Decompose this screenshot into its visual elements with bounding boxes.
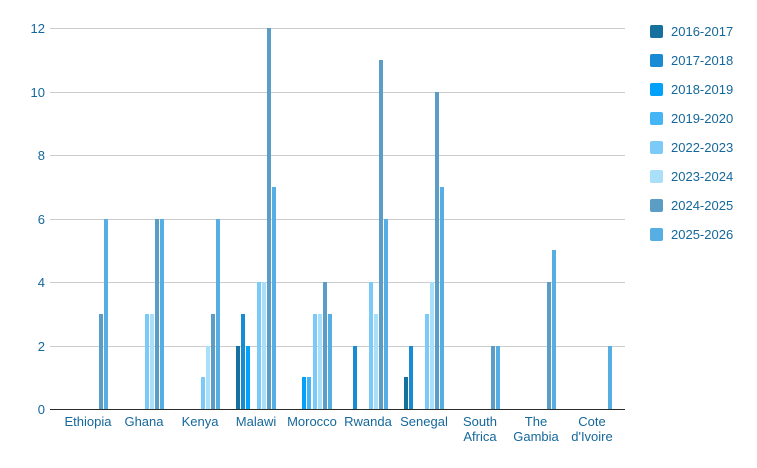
bar-ethiopia-2024-2025[interactable]	[99, 313, 104, 409]
bar-morocco-2018-2019[interactable]	[302, 377, 307, 409]
legend-swatch-icon	[650, 25, 663, 38]
bar-malawi-2024-2025[interactable]	[267, 28, 272, 409]
bar-ghana-2025-2026[interactable]	[160, 218, 165, 409]
bar-malawi-2017-2018[interactable]	[240, 313, 245, 409]
bar-ethiopia-2025-2026[interactable]	[104, 218, 109, 409]
bar-south-africa-2024-2025[interactable]	[491, 345, 496, 409]
y-tick-label-10: 10	[30, 84, 45, 100]
x-axis-label-morocco: Morocco	[287, 414, 337, 429]
x-axis-label-ghana: Ghana	[124, 414, 164, 429]
legend-item-2016-2017: 2016-2017	[650, 24, 733, 39]
bar-senegal-2024-2025[interactable]	[435, 91, 440, 409]
legend-label: 2016-2017	[671, 24, 734, 39]
bar-ghana-2024-2025[interactable]	[155, 218, 160, 409]
x-axis-label-senegal: Senegal	[400, 414, 448, 429]
bar-senegal-2016-2017[interactable]	[403, 377, 408, 409]
legend: 2016-2017 2017-2018 2018-2019 2019-2020 2022…	[650, 24, 733, 256]
bar-senegal-2017-2018[interactable]	[408, 345, 413, 409]
x-axis-line	[50, 409, 625, 410]
bar-rwanda-2017-2018[interactable]	[352, 345, 357, 409]
bar-senegal-2025-2026[interactable]	[440, 186, 445, 409]
legend-label: 2017-2018	[671, 53, 734, 68]
legend-swatch-icon	[650, 54, 663, 67]
bar-senegal-2022-2023[interactable]	[424, 313, 429, 409]
legend-item-2024-2025: 2024-2025	[650, 198, 733, 213]
bar-malawi-2016-2017[interactable]	[235, 345, 240, 409]
legend-swatch-icon	[650, 199, 663, 212]
bar-rwanda-2022-2023[interactable]	[368, 282, 373, 409]
legend-item-2019-2020: 2019-2020	[650, 111, 733, 126]
bar-ghana-2022-2023[interactable]	[144, 313, 149, 409]
bar-malawi-2023-2024[interactable]	[261, 282, 266, 409]
bar-malawi-2025-2026[interactable]	[272, 186, 277, 409]
legend-item-2023-2024: 2023-2024	[650, 169, 733, 184]
bar-kenya-2025-2026[interactable]	[216, 218, 221, 409]
bar-rwanda-2025-2026[interactable]	[384, 218, 389, 409]
bar-malawi-2022-2023[interactable]	[256, 282, 261, 409]
bar-ghana-2023-2024[interactable]	[149, 313, 154, 409]
legend-label: 2024-2025	[671, 198, 734, 213]
y-tick-label-12: 12	[30, 21, 45, 36]
bar-morocco-2025-2026[interactable]	[328, 313, 333, 409]
bar-rwanda-2023-2024[interactable]	[373, 313, 378, 409]
legend-label: 2025-2026	[671, 227, 734, 242]
gridline-2	[50, 345, 625, 347]
legend-label: 2019-2020	[671, 111, 734, 126]
gridline-4	[50, 282, 625, 283]
x-axis-label-the-gambia: The Gambia	[513, 414, 559, 444]
legend-swatch-icon	[650, 141, 663, 154]
legend-item-2017-2018: 2017-2018	[650, 53, 733, 68]
legend-label: 2023-2024	[671, 169, 734, 184]
legend-swatch-icon	[650, 112, 663, 125]
legend-item-2025-2026: 2025-2026	[650, 227, 733, 242]
y-tick-label-6: 6	[37, 211, 45, 227]
y-tick-label-8: 8	[37, 148, 45, 163]
x-axis-label-south-africa: South Africa	[463, 414, 497, 444]
bar-cote-d-ivoire-2025-2026[interactable]	[608, 345, 613, 409]
y-tick-label-2: 2	[37, 338, 45, 354]
bar-south-africa-2025-2026[interactable]	[496, 345, 501, 409]
x-axis-label-ethiopia: Ethiopia	[64, 414, 112, 429]
x-axis-label-kenya: Kenya	[181, 414, 219, 429]
gridline-12	[50, 28, 625, 29]
legend-swatch-icon	[650, 228, 663, 241]
bar-senegal-2023-2024[interactable]	[429, 282, 434, 409]
bar-rwanda-2024-2025[interactable]	[379, 59, 384, 409]
gridline-8	[50, 155, 625, 156]
gridline-6	[50, 218, 625, 220]
bar-morocco-2022-2023[interactable]	[312, 313, 317, 409]
legend-swatch-icon	[650, 83, 663, 96]
gridline-10	[50, 91, 625, 93]
bar-the-gambia-2024-2025[interactable]	[547, 282, 552, 409]
bar-kenya-2022-2023[interactable]	[200, 377, 205, 409]
bar-kenya-2024-2025[interactable]	[211, 313, 216, 409]
bar-kenya-2023-2024[interactable]	[205, 345, 210, 409]
bar-morocco-2023-2024[interactable]	[317, 313, 322, 409]
legend-item-2022-2023: 2022-2023	[650, 140, 733, 155]
bar-morocco-2024-2025[interactable]	[323, 282, 328, 409]
legend-label: 2022-2023	[671, 140, 734, 155]
bar-morocco-2019-2020[interactable]	[307, 377, 312, 409]
legend-swatch-icon	[650, 170, 663, 183]
bar-the-gambia-2025-2026[interactable]	[552, 250, 557, 409]
x-axis-label-cote-d-ivoire: Cote d'Ivoire	[571, 414, 613, 444]
plot-area	[50, 13, 625, 410]
bar-malawi-2018-2019[interactable]	[246, 345, 251, 409]
x-axis-label-malawi: Malawi	[235, 414, 277, 429]
y-tick-label-0: 0	[37, 402, 45, 417]
x-axis-label-rwanda: Rwanda	[344, 414, 392, 429]
legend-label: 2018-2019	[671, 82, 734, 97]
y-tick-label-4: 4	[37, 275, 45, 290]
legend-item-2018-2019: 2018-2019	[650, 82, 733, 97]
